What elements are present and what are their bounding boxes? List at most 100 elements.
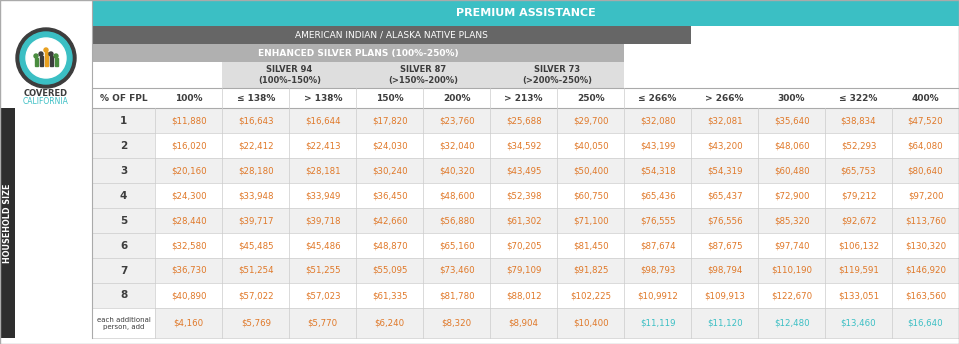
Text: $60,480: $60,480 [774, 166, 809, 175]
Text: $119,591: $119,591 [838, 266, 879, 275]
Text: $109,913: $109,913 [704, 291, 745, 300]
Text: $73,460: $73,460 [439, 266, 475, 275]
Text: > 213%: > 213% [504, 94, 543, 103]
Text: 1: 1 [120, 116, 128, 126]
Circle shape [34, 54, 38, 58]
Text: $22,412: $22,412 [238, 141, 273, 150]
Text: $16,644: $16,644 [305, 116, 340, 125]
Text: $65,160: $65,160 [439, 241, 475, 250]
Text: $113,760: $113,760 [905, 216, 947, 225]
Text: $70,205: $70,205 [505, 241, 542, 250]
Text: % OF FPL: % OF FPL [100, 94, 148, 103]
Text: $64,080: $64,080 [908, 141, 944, 150]
Text: $71,100: $71,100 [573, 216, 608, 225]
Text: $43,200: $43,200 [707, 141, 742, 150]
Bar [92, 258, 155, 283]
Text: $25,688: $25,688 [505, 116, 542, 125]
Text: $97,200: $97,200 [908, 191, 944, 200]
Text: $13,460: $13,460 [841, 319, 877, 327]
Text: 150%: 150% [376, 94, 404, 103]
Text: $33,948: $33,948 [238, 191, 273, 200]
Text: $79,212: $79,212 [841, 191, 877, 200]
Text: $45,486: $45,486 [305, 241, 340, 250]
Text: 5: 5 [120, 215, 128, 226]
Text: $52,293: $52,293 [841, 141, 877, 150]
Text: $28,181: $28,181 [305, 166, 340, 175]
Text: $97,740: $97,740 [774, 241, 809, 250]
Text: each additional
person, add: each additional person, add [97, 316, 151, 330]
Bar [92, 208, 155, 233]
Text: $92,672: $92,672 [841, 216, 877, 225]
Text: $5,769: $5,769 [241, 319, 270, 327]
Text: $40,320: $40,320 [439, 166, 475, 175]
Text: $12,480: $12,480 [774, 319, 809, 327]
Text: $22,413: $22,413 [305, 141, 340, 150]
Text: ≤ 322%: ≤ 322% [839, 94, 877, 103]
Text: $36,730: $36,730 [171, 266, 206, 275]
Text: 400%: 400% [912, 94, 939, 103]
Text: $23,760: $23,760 [439, 116, 475, 125]
Bar [92, 208, 959, 233]
Text: $43,495: $43,495 [506, 166, 542, 175]
Text: $122,670: $122,670 [771, 291, 812, 300]
Text: 100%: 100% [175, 94, 202, 103]
Text: $48,870: $48,870 [372, 241, 408, 250]
Text: $52,398: $52,398 [506, 191, 542, 200]
Text: $45,485: $45,485 [238, 241, 273, 250]
Text: $39,717: $39,717 [238, 216, 273, 225]
Text: $79,109: $79,109 [506, 266, 542, 275]
Bar [92, 258, 959, 283]
Text: $16,643: $16,643 [238, 116, 273, 125]
Circle shape [26, 38, 66, 78]
Bar [92, 233, 155, 258]
Text: $38,834: $38,834 [841, 116, 877, 125]
Text: $61,302: $61,302 [505, 216, 542, 225]
Text: $65,436: $65,436 [640, 191, 675, 200]
Circle shape [16, 28, 76, 88]
Text: $24,030: $24,030 [372, 141, 408, 150]
Bar [35, 58, 37, 66]
Text: $81,450: $81,450 [573, 241, 608, 250]
Text: $47,520: $47,520 [908, 116, 944, 125]
Bar [92, 108, 959, 133]
Text: $87,674: $87,674 [640, 241, 675, 250]
Text: $16,640: $16,640 [908, 319, 944, 327]
Text: $85,320: $85,320 [774, 216, 809, 225]
Bar [92, 88, 959, 108]
Bar [92, 183, 959, 208]
Bar [92, 158, 959, 183]
Text: $51,255: $51,255 [305, 266, 340, 275]
Bar [92, 108, 155, 133]
Text: $61,335: $61,335 [372, 291, 408, 300]
Circle shape [54, 54, 58, 58]
Text: 200%: 200% [443, 94, 471, 103]
Text: $40,050: $40,050 [573, 141, 608, 150]
Text: $48,600: $48,600 [439, 191, 475, 200]
Text: $40,890: $40,890 [171, 291, 206, 300]
Text: $11,880: $11,880 [171, 116, 206, 125]
Text: 7: 7 [120, 266, 128, 276]
Text: $146,920: $146,920 [905, 266, 946, 275]
Text: $76,556: $76,556 [707, 216, 742, 225]
Text: ≤ 138%: ≤ 138% [237, 94, 275, 103]
Circle shape [20, 32, 72, 84]
Bar [92, 44, 624, 62]
Text: $29,700: $29,700 [573, 116, 608, 125]
Bar [92, 283, 959, 308]
Bar [222, 62, 356, 88]
Text: AMERICAN INDIAN / ALASKA NATIVE PLANS: AMERICAN INDIAN / ALASKA NATIVE PLANS [295, 31, 488, 40]
Text: 6: 6 [120, 240, 128, 250]
Bar [92, 133, 959, 158]
Text: 3: 3 [120, 165, 128, 175]
Text: $36,450: $36,450 [372, 191, 408, 200]
Text: $34,592: $34,592 [506, 141, 542, 150]
Text: $163,560: $163,560 [905, 291, 947, 300]
Text: $32,040: $32,040 [439, 141, 475, 150]
Text: $57,022: $57,022 [238, 291, 273, 300]
Bar [490, 62, 624, 88]
Text: $91,825: $91,825 [573, 266, 608, 275]
Text: $55,095: $55,095 [372, 266, 408, 275]
Bar [92, 158, 155, 183]
Bar [92, 0, 959, 26]
Text: $39,718: $39,718 [305, 216, 340, 225]
